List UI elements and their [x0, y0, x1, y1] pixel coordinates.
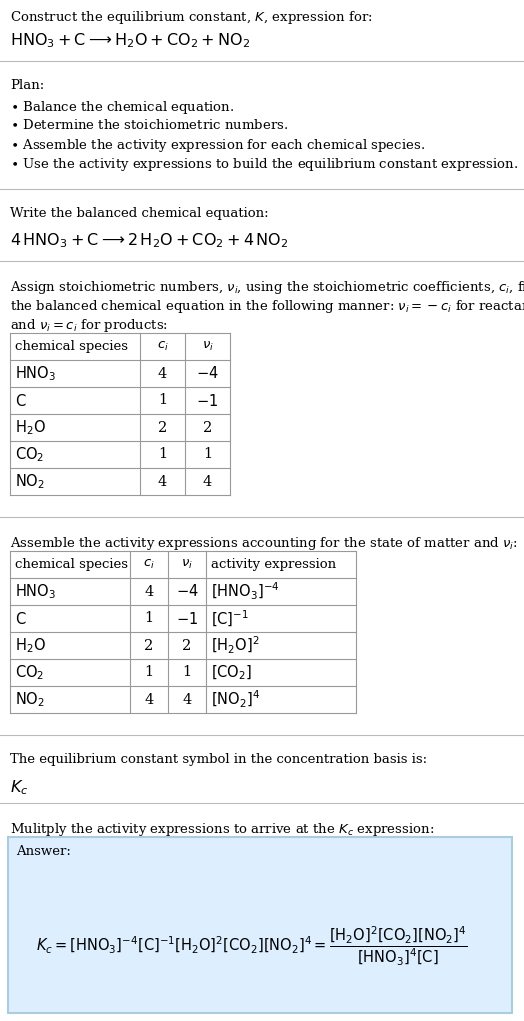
FancyBboxPatch shape	[8, 837, 512, 1013]
Text: Assemble the activity expressions accounting for the state of matter and $\nu_i$: Assemble the activity expressions accoun…	[10, 535, 518, 552]
Text: Write the balanced chemical equation:: Write the balanced chemical equation:	[10, 207, 269, 220]
Text: 1: 1	[203, 447, 212, 461]
Text: and $\nu_i = c_i$ for products:: and $\nu_i = c_i$ for products:	[10, 317, 168, 334]
Text: $\mathrm{H_2O}$: $\mathrm{H_2O}$	[15, 636, 46, 654]
Text: 1: 1	[145, 612, 154, 626]
Text: 4: 4	[158, 367, 167, 381]
Text: $\mathrm{NO_2}$: $\mathrm{NO_2}$	[15, 472, 45, 491]
Text: $-1$: $-1$	[196, 392, 219, 408]
Text: Construct the equilibrium constant, $K$, expression for:: Construct the equilibrium constant, $K$,…	[10, 9, 373, 26]
Text: $c_i$: $c_i$	[157, 340, 168, 353]
Text: 2: 2	[203, 421, 212, 435]
Text: 1: 1	[145, 666, 154, 680]
Text: $-4$: $-4$	[196, 366, 219, 382]
Text: $[\mathrm{CO_2}]$: $[\mathrm{CO_2}]$	[211, 664, 252, 682]
Text: 2: 2	[182, 638, 192, 652]
Text: 4: 4	[145, 692, 154, 707]
Text: $\mathrm{HNO_3 + C \longrightarrow H_2O + CO_2 + NO_2}$: $\mathrm{HNO_3 + C \longrightarrow H_2O …	[10, 31, 250, 50]
Text: $\mathrm{C}$: $\mathrm{C}$	[15, 611, 27, 627]
Text: 1: 1	[158, 393, 167, 407]
Text: $\bullet$ Determine the stoichiometric numbers.: $\bullet$ Determine the stoichiometric n…	[10, 118, 288, 132]
Text: 1: 1	[158, 447, 167, 461]
Text: Mulitply the activity expressions to arrive at the $K_c$ expression:: Mulitply the activity expressions to arr…	[10, 821, 434, 838]
Text: Assign stoichiometric numbers, $\nu_i$, using the stoichiometric coefficients, $: Assign stoichiometric numbers, $\nu_i$, …	[10, 279, 524, 296]
Text: 1: 1	[182, 666, 192, 680]
Text: chemical species: chemical species	[15, 340, 128, 353]
Text: 2: 2	[158, 421, 167, 435]
Text: The equilibrium constant symbol in the concentration basis is:: The equilibrium constant symbol in the c…	[10, 753, 427, 766]
Text: Plan:: Plan:	[10, 79, 44, 92]
Text: the balanced chemical equation in the following manner: $\nu_i = -c_i$ for react: the balanced chemical equation in the fo…	[10, 298, 524, 315]
Text: $\bullet$ Assemble the activity expression for each chemical species.: $\bullet$ Assemble the activity expressi…	[10, 137, 425, 154]
Text: 4: 4	[203, 475, 212, 488]
Text: chemical species: chemical species	[15, 558, 128, 571]
Text: $\mathrm{CO_2}$: $\mathrm{CO_2}$	[15, 664, 44, 682]
Text: 4: 4	[158, 475, 167, 488]
Text: $\mathrm{NO_2}$: $\mathrm{NO_2}$	[15, 690, 45, 709]
Text: $[\mathrm{HNO_3}]^{-4}$: $[\mathrm{HNO_3}]^{-4}$	[211, 581, 280, 602]
Text: Answer:: Answer:	[16, 845, 71, 858]
Text: $K_c$: $K_c$	[10, 778, 28, 796]
Text: $c_i$: $c_i$	[143, 557, 155, 571]
Text: 4: 4	[182, 692, 192, 707]
Text: 2: 2	[145, 638, 154, 652]
Text: $\mathrm{HNO_3}$: $\mathrm{HNO_3}$	[15, 364, 56, 383]
Text: $[\mathrm{H_2O}]^{2}$: $[\mathrm{H_2O}]^{2}$	[211, 635, 259, 657]
Text: activity expression: activity expression	[211, 558, 336, 571]
Text: $\bullet$ Balance the chemical equation.: $\bullet$ Balance the chemical equation.	[10, 99, 234, 116]
Text: $\mathrm{C}$: $\mathrm{C}$	[15, 392, 27, 408]
Text: $\mathrm{H_2O}$: $\mathrm{H_2O}$	[15, 419, 46, 437]
Text: $\mathrm{HNO_3}$: $\mathrm{HNO_3}$	[15, 582, 56, 600]
Text: $[\mathrm{NO_2}]^{4}$: $[\mathrm{NO_2}]^{4}$	[211, 689, 260, 710]
Text: $[\mathrm{C}]^{-1}$: $[\mathrm{C}]^{-1}$	[211, 609, 249, 629]
Text: $\nu_i$: $\nu_i$	[202, 340, 213, 353]
Text: $\mathrm{CO_2}$: $\mathrm{CO_2}$	[15, 445, 44, 464]
Text: $-4$: $-4$	[176, 583, 198, 599]
Text: 4: 4	[145, 584, 154, 598]
Text: $\mathrm{4\,HNO_3 + C \longrightarrow 2\,H_2O + CO_2 + 4\,NO_2}$: $\mathrm{4\,HNO_3 + C \longrightarrow 2\…	[10, 231, 289, 250]
Text: $K_c = [\mathrm{HNO_3}]^{-4}[\mathrm{C}]^{-1}[\mathrm{H_2O}]^{2}[\mathrm{CO_2}][: $K_c = [\mathrm{HNO_3}]^{-4}[\mathrm{C}]…	[36, 924, 468, 968]
Text: $\bullet$ Use the activity expressions to build the equilibrium constant express: $\bullet$ Use the activity expressions t…	[10, 156, 518, 173]
Text: $-1$: $-1$	[176, 611, 198, 627]
Text: $\nu_i$: $\nu_i$	[181, 557, 193, 571]
